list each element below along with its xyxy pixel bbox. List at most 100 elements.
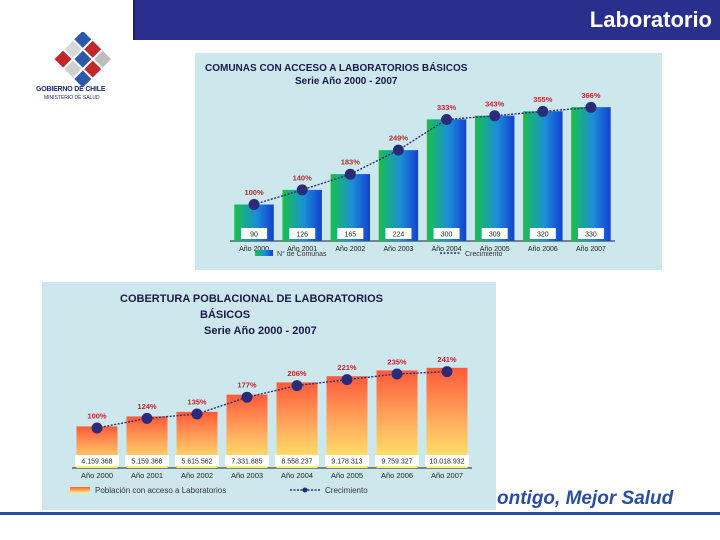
growth-label: 177% xyxy=(237,381,257,390)
bar-value-label: 4.159.368 xyxy=(81,459,112,466)
bar-value-label: 224 xyxy=(393,232,405,239)
chart-title: COMUNAS CON ACCESO A LABORATORIOS BÁSICO… xyxy=(205,61,468,74)
growth-label: 333% xyxy=(437,103,457,112)
growth-label: 343% xyxy=(485,99,505,108)
growth-point xyxy=(341,374,353,386)
bar-value-label: 165 xyxy=(344,232,356,239)
chart-subtitle: Serie Año 2000 - 2007 xyxy=(295,76,398,87)
bar-value-box xyxy=(425,455,469,466)
x-tick-label: Año 2006 xyxy=(528,246,558,253)
chart-title: COBERTURA POBLACIONAL DE LABORATORIOS xyxy=(120,293,383,305)
bar xyxy=(426,367,468,468)
bar-value-label: 8.558.237 xyxy=(281,459,312,466)
chart-panel-comunas: COMUNAS CON ACCESO A LABORATORIOS BÁSICO… xyxy=(195,53,662,270)
page-title: Laboratorio xyxy=(589,7,712,32)
bar-value-box xyxy=(337,228,364,239)
x-tick-label: Año 2005 xyxy=(480,246,510,253)
bar-value-label: 5.615.562 xyxy=(181,459,212,466)
footer-slogan: ontigo, Mejor Salud xyxy=(497,488,674,509)
bar-value-box xyxy=(375,455,419,466)
growth-point xyxy=(296,184,308,196)
chart-comunas: COMUNAS CON ACCESO A LABORATORIOS BÁSICO… xyxy=(205,61,615,258)
legend-swatch-bars xyxy=(255,250,273,256)
x-tick-label: Año 2003 xyxy=(231,471,263,480)
bar-value-box xyxy=(325,455,369,466)
growth-point xyxy=(248,199,260,210)
legend-label-bars: N° de Comunas xyxy=(277,250,327,258)
bar-value-box xyxy=(433,228,460,239)
x-tick-label: Año 2002 xyxy=(181,471,213,480)
x-tick-label: Año 2000 xyxy=(239,246,269,253)
growth-point xyxy=(91,422,103,434)
growth-point xyxy=(392,144,404,156)
legend-label-bars: Población con acceso a Laboratorios xyxy=(95,486,226,495)
growth-point xyxy=(141,412,153,424)
logo-tile-grey xyxy=(64,40,82,58)
x-tick-label: Año 2004 xyxy=(281,471,313,480)
bar-value-box xyxy=(529,228,556,239)
growth-label: 124% xyxy=(137,402,157,411)
growth-label: 100% xyxy=(244,188,264,197)
bar-value-box xyxy=(289,228,316,239)
government-logo xyxy=(54,32,112,88)
x-tick-label: Año 2003 xyxy=(383,246,413,253)
growth-point xyxy=(391,368,403,380)
bar-value-label: 5.159.368 xyxy=(131,459,162,466)
bar xyxy=(426,119,467,241)
bar xyxy=(326,376,368,468)
bar-value-box xyxy=(175,455,219,466)
logo-text-sub: MINISTERIO DE SALUD xyxy=(44,95,100,101)
growth-point xyxy=(191,408,203,420)
chart-subtitle: Serie Año 2000 - 2007 xyxy=(204,325,317,337)
x-tick-label: Año 2001 xyxy=(287,246,317,253)
logo-text-main: GOBIERNO DE CHILE xyxy=(36,86,106,93)
bar xyxy=(474,115,515,241)
legend-marker xyxy=(302,487,308,493)
legend-label-line: Crecimiento xyxy=(465,251,502,258)
x-tick-label: Año 2004 xyxy=(432,246,462,253)
legend-label-line: Crecimiento xyxy=(325,486,368,495)
growth-line xyxy=(96,370,448,429)
bar-value-label: 126 xyxy=(296,232,308,239)
title-bar: Laboratorio xyxy=(133,0,720,40)
growth-point xyxy=(344,168,356,180)
bar xyxy=(378,150,419,241)
growth-label: 235% xyxy=(387,358,407,367)
growth-line xyxy=(253,106,591,206)
bar xyxy=(523,111,563,241)
bar-value-label: 320 xyxy=(537,232,549,239)
growth-point xyxy=(441,366,453,378)
growth-label: 206% xyxy=(287,369,307,378)
bar-value-box xyxy=(75,455,119,466)
bar-value-box xyxy=(241,228,268,239)
growth-label: 366% xyxy=(581,91,601,100)
bar-value-box xyxy=(275,455,319,466)
growth-point xyxy=(537,105,549,117)
bar xyxy=(571,107,611,241)
growth-point xyxy=(585,101,597,113)
bar-value-label: 9.178.313 xyxy=(331,459,362,466)
logo-tile-red xyxy=(84,60,102,78)
bar xyxy=(376,370,418,468)
chart-panel-cobertura: COBERTURA POBLACIONAL DE LABORATORIOS BÁ… xyxy=(42,282,496,510)
growth-point xyxy=(489,110,501,122)
growth-label: 140% xyxy=(293,173,313,182)
bar-value-box xyxy=(481,228,508,239)
bar-value-box xyxy=(125,455,169,466)
bar-value-box xyxy=(225,455,269,466)
footer-line xyxy=(0,512,720,515)
growth-label: 241% xyxy=(437,355,457,364)
growth-label: 355% xyxy=(533,95,553,104)
bar-value-box xyxy=(385,228,412,239)
growth-label: 100% xyxy=(87,412,107,421)
x-tick-label: Año 2000 xyxy=(81,471,113,480)
chart-cobertura: COBERTURA POBLACIONAL DE LABORATORIOS BÁ… xyxy=(70,293,472,495)
bar xyxy=(276,382,318,468)
bar-value-label: 330 xyxy=(585,232,597,239)
growth-label: 221% xyxy=(337,363,357,372)
x-tick-label: Año 2007 xyxy=(431,471,463,480)
x-tick-label: Año 2002 xyxy=(335,246,365,253)
x-tick-label: Año 2007 xyxy=(576,246,606,253)
logo-tile-grey xyxy=(64,60,82,78)
x-tick-label: Año 2005 xyxy=(331,471,363,480)
